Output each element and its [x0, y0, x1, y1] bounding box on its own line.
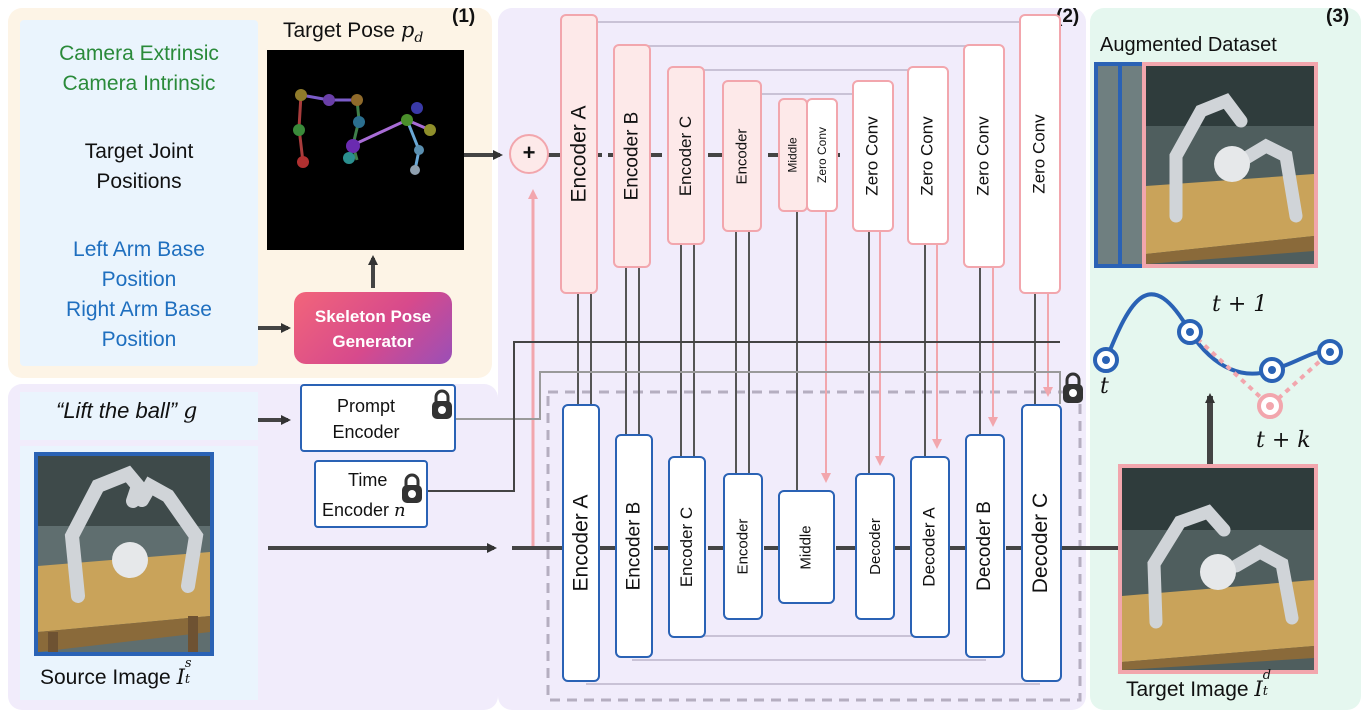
time-encoder-line2: Encoder n — [322, 500, 406, 521]
control-encoder-a-label: Encoder A — [567, 105, 590, 203]
timestep-t1-label: t + 1 — [1212, 292, 1268, 317]
target-pose-skeleton-image — [267, 50, 464, 250]
trajectory-nodes — [1093, 319, 1343, 419]
unet-encoder-b — [615, 434, 653, 658]
zero-conv-2-label: Zero Conv — [918, 115, 937, 196]
target-image — [1118, 464, 1318, 674]
timestep-tk-label: t + k — [1256, 428, 1311, 453]
target-joint-label-line1: Target Joint — [84, 140, 194, 163]
control-encoder-c-label: Encoder C — [676, 115, 696, 196]
instruction-text: “Lift the ball” g — [56, 398, 198, 424]
zero-conv-2 — [907, 66, 949, 245]
zero-conv-0-label: Zero Conv — [815, 126, 829, 184]
zero-conv-4 — [1019, 14, 1061, 294]
control-encoder — [722, 80, 762, 232]
lock-icon — [1063, 372, 1083, 403]
camera-intrinsic-label: Camera Intrinsic — [62, 72, 216, 95]
time-encoder — [314, 460, 428, 528]
section-badge-1: (1) — [452, 6, 476, 27]
unet-decoder-label: Decoder — [866, 518, 884, 575]
zero-conv-1-label: Zero Conv — [863, 116, 882, 196]
robot-parameters-panel — [20, 20, 258, 366]
unet-encoder-a — [562, 404, 600, 682]
unet-encoder — [723, 473, 763, 620]
unet-decoder-b — [965, 434, 1005, 658]
control-encoder-c — [667, 66, 705, 245]
prompt-encoder-line1: Prompt — [336, 396, 396, 416]
zero-conv-0 — [806, 98, 838, 212]
unet-decoder-c — [1021, 404, 1062, 682]
camera-extrinsic-label: Camera Extrinsic — [59, 42, 219, 65]
control-middle-label: Middle — [786, 137, 801, 173]
unet-middle-label: Middle — [798, 524, 815, 570]
prompt-encoder-line2: Encoder — [332, 422, 400, 442]
unet-decoder-a — [910, 456, 950, 638]
unet-encoder-c — [668, 456, 706, 638]
section-badge-3: (3) — [1326, 6, 1350, 27]
skeleton-pose-generator-box — [294, 292, 452, 364]
zero-conv-3 — [963, 44, 1005, 268]
unet-encoder-c-label: Encoder C — [677, 506, 697, 588]
augmented-robot-scene — [1146, 66, 1314, 264]
unet-decoder-c-label: Decoder C — [1029, 492, 1053, 594]
source-image — [34, 452, 214, 656]
unet-decoder-b-label: Decoder B — [974, 501, 995, 591]
skeleton-pose-generator-line1: Skeleton Pose — [314, 307, 432, 326]
zero-conv-1 — [852, 80, 894, 232]
skeleton-pose-generator-line2: Generator — [332, 332, 414, 351]
unet-decoder — [855, 473, 895, 620]
unet-encoder-label: Encoder — [734, 518, 752, 575]
left-arm-label-line1: Left Arm Base — [73, 238, 205, 261]
unet-encoder-a-label: Encoder A — [569, 494, 592, 592]
zero-conv-3-label: Zero Conv — [974, 116, 993, 196]
add-node-symbol: + — [522, 140, 536, 165]
zero-conv-4-label: Zero Conv — [1030, 114, 1049, 194]
left-arm-label-line2: Position — [101, 268, 177, 291]
control-encoder-b-label: Encoder B — [621, 111, 643, 201]
right-arm-label-line2: Position — [101, 328, 177, 351]
prompt-encoder — [300, 384, 456, 452]
instruction-panel — [20, 392, 258, 440]
section-badge-2: (2) — [1056, 6, 1080, 27]
lock-icon — [402, 473, 422, 503]
target-robot-scene — [1122, 468, 1314, 670]
right-arm-label-line1: Right Arm Base — [66, 298, 212, 321]
unet-encoder-b-label: Encoder B — [623, 501, 645, 591]
lock-icon — [432, 389, 452, 419]
control-encoder-b — [613, 44, 651, 268]
dataset-frame-front — [1142, 62, 1318, 268]
add-node — [509, 134, 549, 174]
control-encoder-a — [560, 14, 598, 294]
augmented-dataset-label: Augmented Dataset — [1100, 34, 1277, 56]
time-encoder-line1: Time — [348, 470, 388, 490]
unet-decoder-a-label: Decoder A — [920, 507, 940, 587]
timestep-t-label: t — [1100, 374, 1109, 399]
control-encoder-label: Encoder — [733, 128, 751, 184]
target-joint-label-line2: Positions — [96, 170, 182, 193]
source-robot-scene — [38, 456, 210, 652]
unet-middle — [778, 490, 835, 604]
target-pose-title: Target Pose pd — [283, 18, 424, 47]
